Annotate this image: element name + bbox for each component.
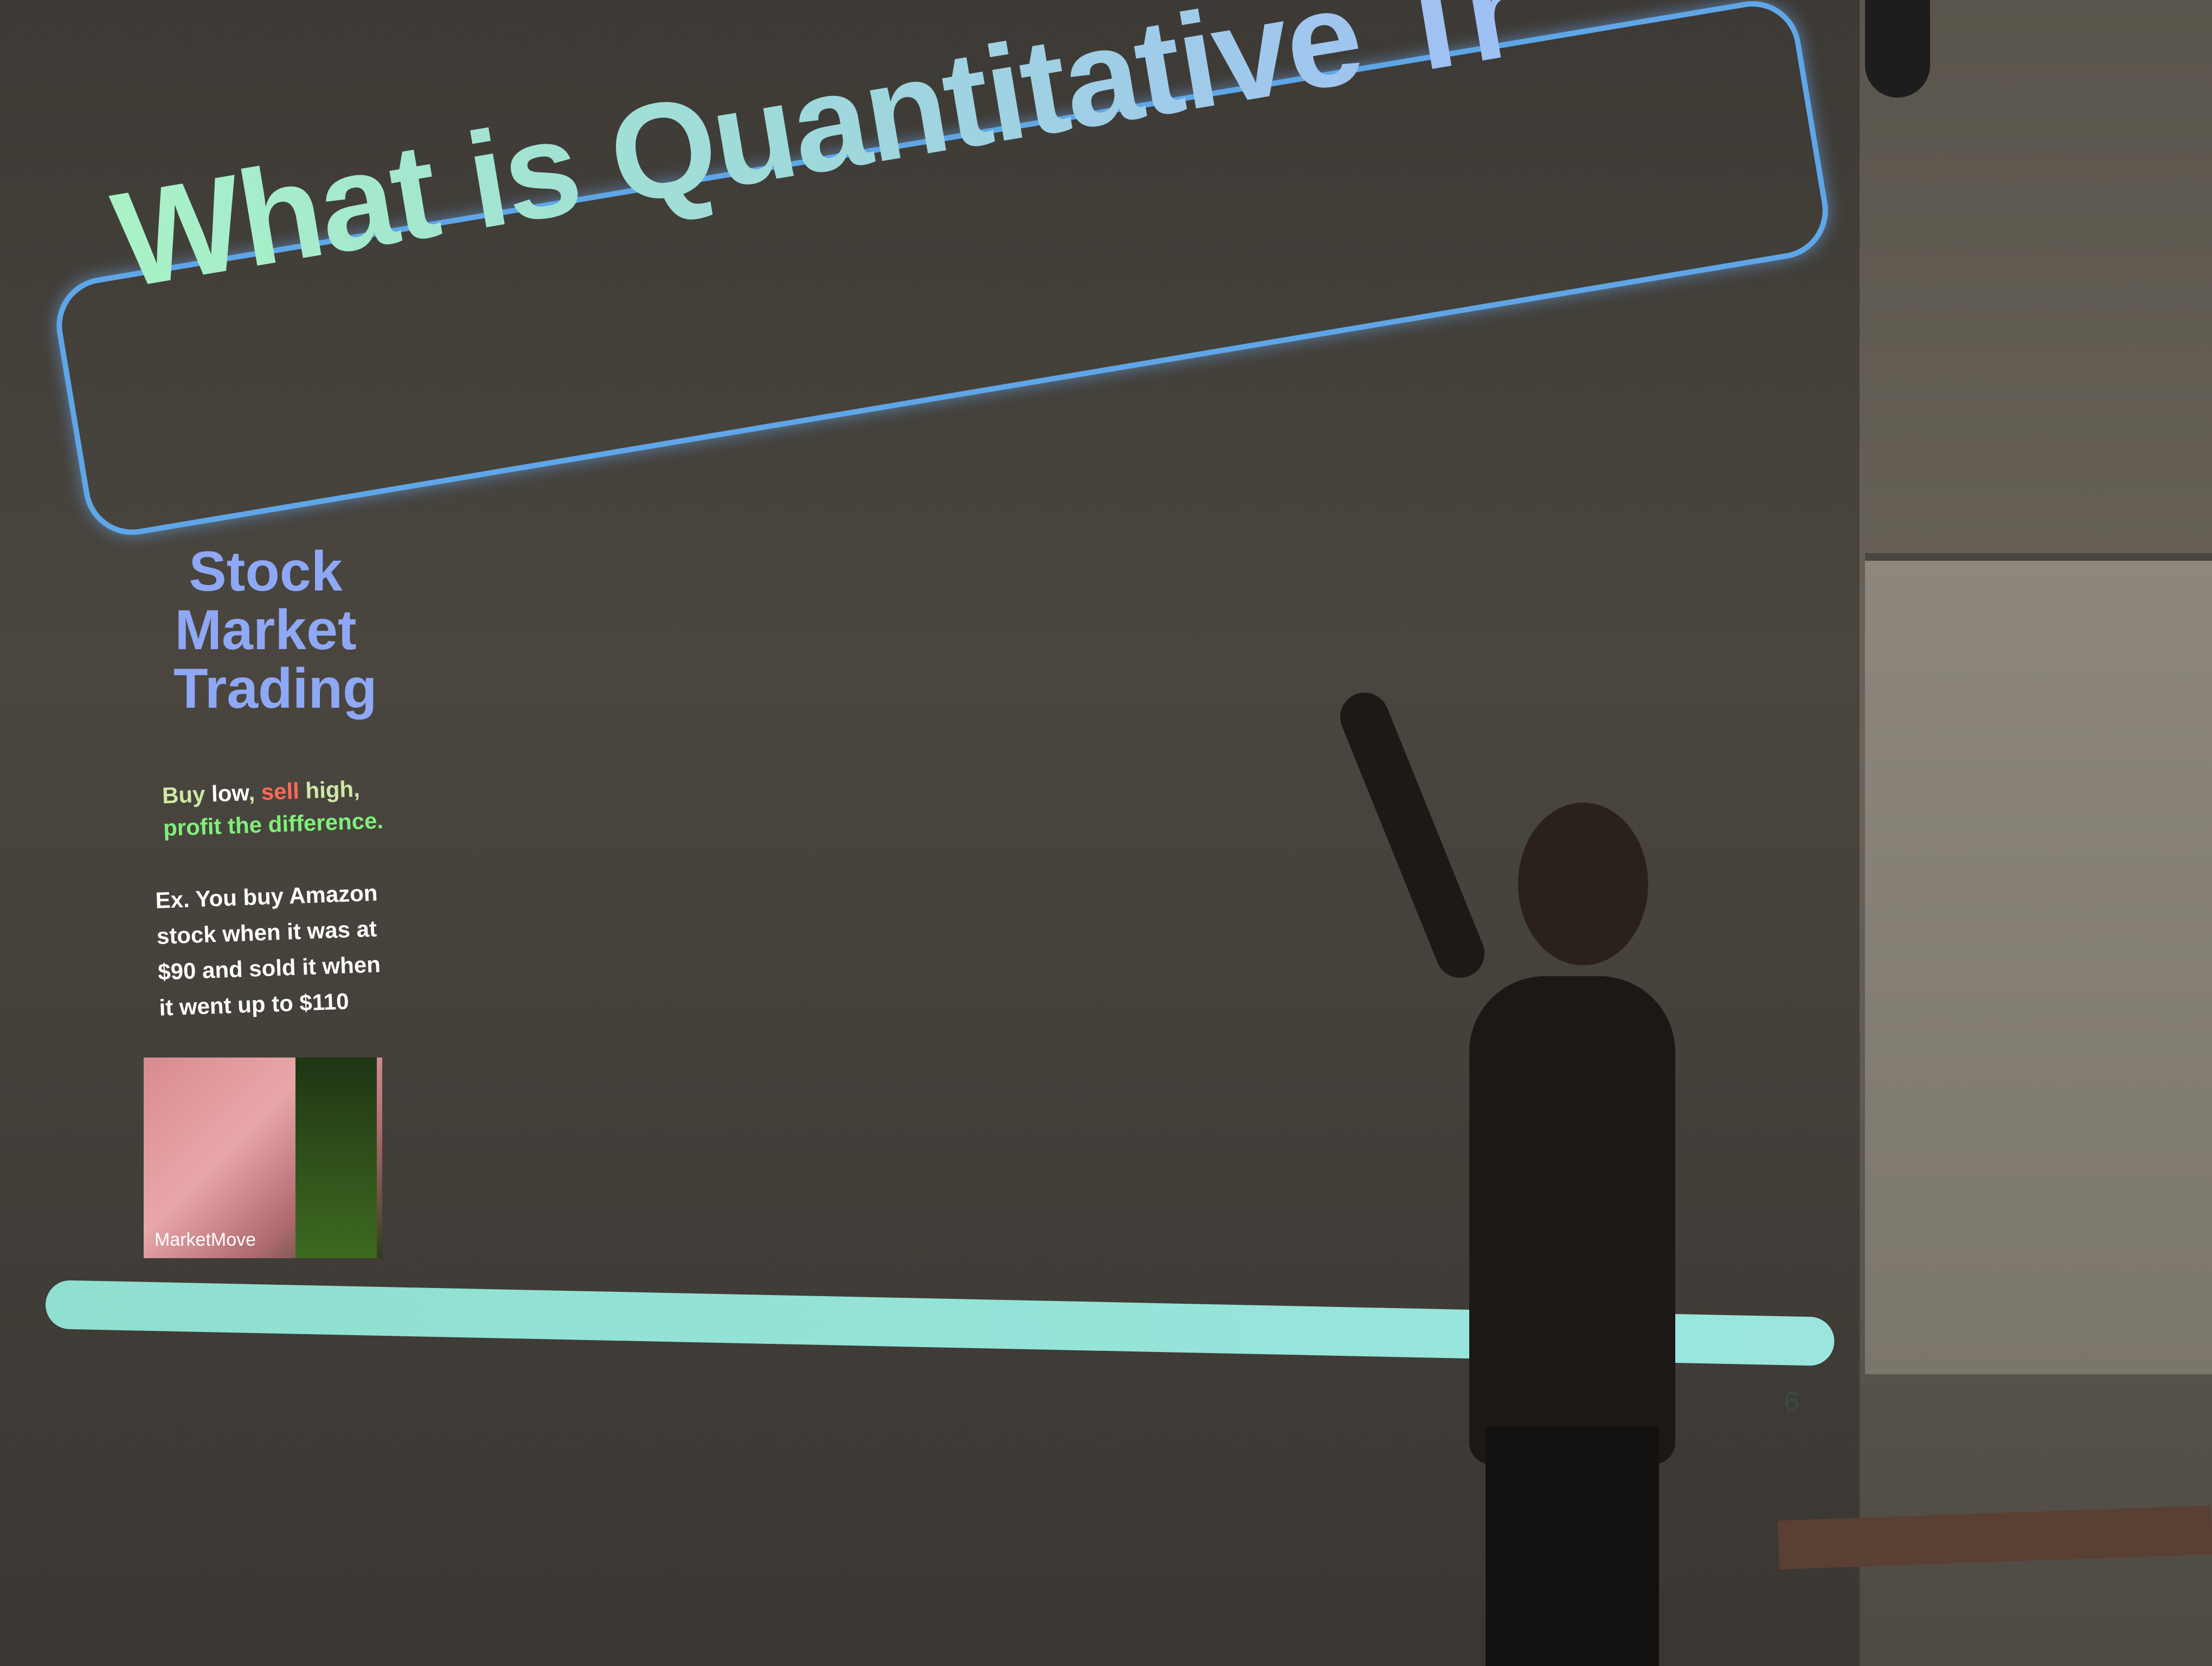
presenter-legs (1486, 1426, 1659, 1666)
side-heading-line-3: Trading (173, 657, 377, 720)
tagline-part-2: high, (298, 776, 361, 804)
image-caption: MarketMove (155, 1229, 256, 1250)
example-text: Ex. You buy Amazon stock when it was at … (155, 880, 381, 1021)
slide-image: MarketMove (144, 1058, 382, 1258)
presenter-torso (1469, 976, 1675, 1464)
tagline-sell: sell (260, 778, 300, 805)
wall-clock (1865, 0, 1930, 98)
tagline-sep: , (248, 779, 262, 805)
whiteboard (1865, 553, 2212, 1374)
tagline: Buy low, sell high, profit the differenc… (162, 772, 391, 845)
side-heading-line-1: Stock (189, 540, 343, 603)
side-heading: Stock Market Trading (173, 540, 377, 720)
presenter (1333, 685, 1746, 1666)
tagline-profit: profit (163, 813, 222, 841)
tagline-low: low (211, 779, 249, 807)
chart-bars-graphic (295, 1058, 377, 1258)
tagline-part-1: Buy (162, 781, 212, 809)
side-heading-line-2: Market (175, 599, 357, 662)
page-number: 6 (1784, 1386, 1799, 1418)
presenter-head (1518, 803, 1648, 965)
tagline-part-3: the difference. (221, 808, 384, 839)
